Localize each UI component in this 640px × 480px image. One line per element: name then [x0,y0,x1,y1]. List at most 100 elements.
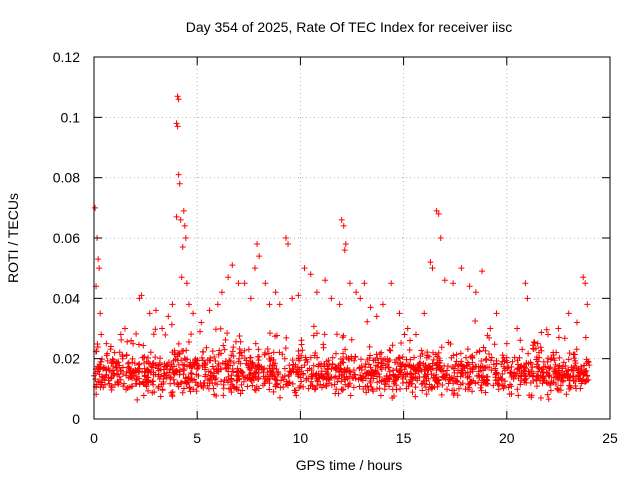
data-point [377,364,384,371]
data-point [538,329,545,336]
data-point [334,378,341,385]
data-point [356,364,363,371]
data-point [165,313,172,320]
data-point [277,394,284,401]
data-point [534,361,541,368]
data-point [521,370,528,377]
data-point [472,318,479,325]
data-point [545,396,552,403]
data-point [453,351,460,358]
data-point [427,259,434,266]
data-point [374,379,381,386]
data-point [565,356,572,363]
data-point [115,379,122,386]
data-point [150,371,157,378]
data-point [256,253,263,260]
data-point [232,338,239,345]
data-point [490,361,497,368]
data-point [332,350,339,357]
data-point [342,381,349,388]
data-point [381,386,388,393]
data-point [176,366,183,373]
data-point [396,310,403,317]
data-point [181,355,188,362]
data-point [220,392,227,399]
data-point [343,367,350,374]
data-point [276,349,283,356]
data-point [548,355,555,362]
data-point [299,347,306,354]
data-point [310,323,317,330]
data-point [176,180,183,187]
data-point [244,383,251,390]
data-point [322,277,329,284]
data-point [116,349,123,356]
data-point [565,310,572,317]
data-point [225,368,232,375]
data-point [551,357,558,364]
data-point [469,388,476,395]
data-point [157,393,164,400]
data-point [505,384,512,391]
data-point [141,365,148,372]
data-point [155,383,162,390]
data-point [384,361,391,368]
data-point [426,381,433,388]
data-point [439,381,446,388]
data-point [227,362,234,369]
data-point [108,374,115,381]
data-point [529,373,536,380]
data-point [117,331,124,338]
data-point [584,373,591,380]
data-point [398,363,405,370]
data-point [552,361,559,368]
data-point [186,363,193,370]
grid-lines [94,57,610,419]
data-point [321,331,328,338]
data-point [373,385,380,392]
data-point [236,376,243,383]
data-point [293,369,300,376]
data-point [237,349,244,356]
data-point [459,380,466,387]
data-point [482,347,489,354]
data-point [159,386,166,393]
data-point [437,366,444,373]
data-point [215,365,222,372]
data-point [212,358,219,365]
data-point [210,385,217,392]
data-point [141,360,148,367]
data-point [488,354,495,361]
data-point [228,389,235,396]
data-point [407,364,414,371]
data-point [188,331,195,338]
data-point [201,379,208,386]
data-point [526,371,533,378]
data-point [289,295,296,302]
data-point [419,351,426,358]
data-point [523,359,530,366]
data-point [304,367,311,374]
data-point [438,391,445,398]
data-point [387,347,394,354]
data-point [203,344,210,351]
data-point [198,319,205,326]
data-point [249,382,256,389]
data-point [477,367,484,374]
data-point [540,363,547,370]
data-point [218,350,225,357]
data-point [254,241,261,248]
data-point [175,361,182,368]
data-point [175,96,182,103]
data-point [114,378,121,385]
data-point [503,357,510,364]
data-point [340,350,347,357]
data-point [111,371,118,378]
data-point [582,280,589,287]
data-point [300,383,307,390]
data-point [328,382,335,389]
data-point [432,375,439,382]
data-point [457,373,464,380]
data-point [462,354,469,361]
